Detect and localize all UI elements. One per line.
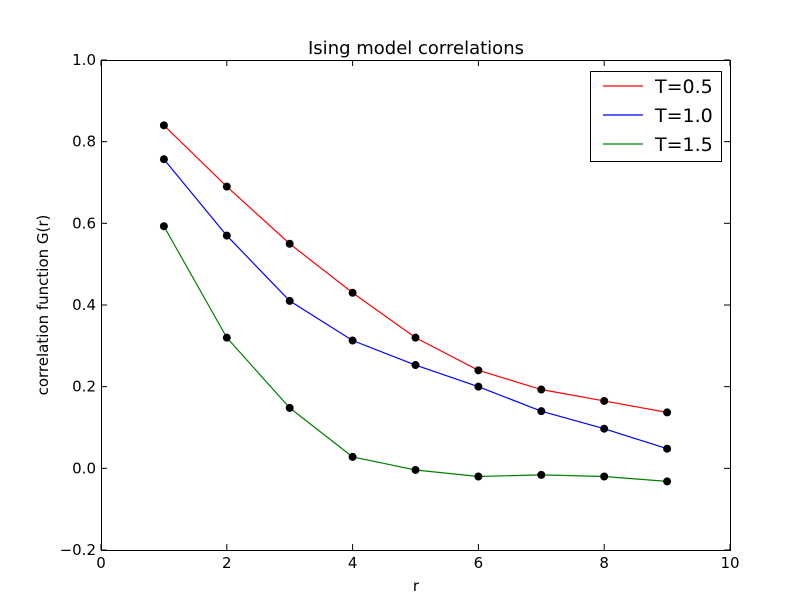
legend-label: T=0.5 [654,76,713,98]
x-tick-label: 10 [720,554,739,572]
data-point [663,444,672,453]
data-point [600,472,609,481]
data-point [411,361,420,370]
data-point [411,465,420,474]
y-tick-label: 0.4 [72,296,96,314]
data-point [159,121,168,130]
data-point [285,403,294,412]
data-point [348,336,357,345]
data-point [663,408,672,417]
data-point [285,296,294,305]
data-point [348,452,357,461]
series-t-1-5 [159,222,672,486]
x-tick-label: 6 [474,554,484,572]
data-point [159,155,168,164]
y-tick-label: 0.0 [72,459,96,477]
tick-layer: 0 2 4 6 8 10 −0.2 0.0 0.2 0.4 0.6 0.8 1.0 [60,51,740,572]
data-point [474,366,483,375]
x-tick-label: 4 [348,554,358,572]
data-point [600,396,609,405]
data-point [537,407,546,416]
data-point [663,477,672,486]
data-point [474,472,483,481]
y-tick-label: 0.6 [72,214,96,232]
y-axis-label: correlation function G(r) [34,215,52,396]
y-tick-label: −0.2 [60,541,96,559]
x-axis-label: r [413,577,420,595]
series-t-1-0 [159,155,672,453]
data-point [222,231,231,240]
legend-label: T=1.5 [654,134,713,156]
x-tick-label: 2 [222,554,232,572]
series-layer [159,121,672,486]
data-point [537,470,546,479]
chart-title: Ising model correlations [308,38,524,59]
data-point [222,333,231,342]
data-point [348,288,357,297]
y-tick-label: 0.8 [72,133,96,151]
data-point [537,385,546,394]
y-tick-label: 1.0 [72,51,96,69]
x-tick-label: 0 [96,554,106,572]
legend: T=0.5 T=1.0 T=1.5 [590,71,722,162]
series-t-0-5 [159,121,672,417]
data-point [222,182,231,191]
data-point [411,333,420,342]
data-point [600,424,609,433]
legend-label: T=1.0 [654,105,713,127]
x-tick-label: 8 [599,554,609,572]
data-point [285,239,294,248]
y-tick-label: 0.2 [72,378,96,396]
data-point [159,222,168,231]
data-point [474,382,483,391]
